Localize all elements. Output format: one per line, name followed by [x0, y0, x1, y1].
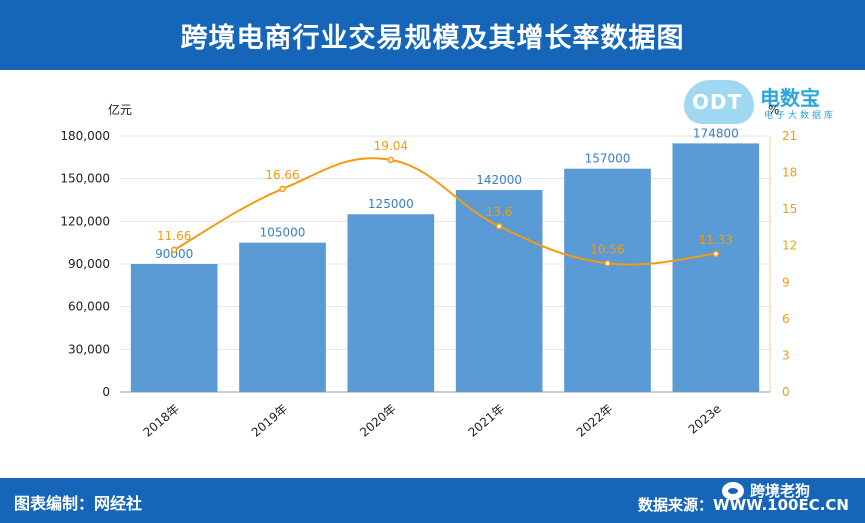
cloud-icon [684, 80, 754, 124]
logo-brand-sub: 电子大数据库 [764, 111, 837, 121]
bar [347, 214, 435, 392]
wechat-icon [722, 481, 744, 500]
bar [564, 168, 651, 392]
y-left-tick-label: 120,000 [60, 214, 110, 228]
chart: 亿元 % 90000 105000 125000 142000 157000 174800… [60, 102, 797, 440]
title-banner: 跨境电商行业交易规模及其增长率数据图 [0, 0, 865, 70]
y-right-tick-label: 12 [782, 239, 797, 253]
x-tick-label: 2020年 [357, 402, 399, 440]
wechat-badge: 跨境老狗 [722, 480, 810, 501]
bar-data-label: 157000 [585, 152, 631, 166]
x-tick-label: 2018年 [141, 402, 183, 440]
x-tick-label: 2023e [686, 402, 724, 437]
line-data-label: 16.66 [265, 168, 299, 182]
x-tick-label: 2021年 [466, 402, 508, 440]
line-point [279, 185, 286, 193]
bar [239, 242, 326, 392]
wechat-name: 跨境老狗 [750, 482, 811, 500]
bar-data-label: 105000 [260, 226, 306, 240]
logo-brand: 电数宝 [760, 86, 820, 110]
y-axis-right-label: % [768, 103, 779, 117]
logo-cloud-text: ODT [692, 90, 743, 114]
y-left-tick-label: 0 [102, 385, 110, 399]
y-right-tick-label: 15 [782, 202, 797, 216]
line-point [387, 156, 395, 164]
line-data-label: 10.56 [590, 242, 624, 256]
line-point [495, 222, 503, 230]
line-data-label: 13.6 [486, 205, 513, 219]
y-right-tick-label: 18 [782, 166, 797, 180]
y-right-tick-label: 21 [782, 129, 797, 143]
growth-rate-line [173, 157, 716, 266]
y-right-tick-label: 9 [782, 275, 790, 289]
line-data-label: 11.66 [157, 229, 191, 243]
y-left-tick-label: 60,000 [68, 300, 110, 314]
footer-editor: 图表编制：网经社 [14, 494, 143, 513]
footer-source: 数据来源：WWW.100EC.CN [638, 496, 849, 514]
bar [130, 264, 218, 392]
footer-bar: 图表编制：网经社 跨境老狗 数据来源：WWW.100EC.CN [0, 478, 865, 523]
bar-data-label: 142000 [476, 173, 522, 187]
bar [672, 143, 760, 392]
bar-data-label: 174800 [693, 126, 739, 140]
y-axis-left-label: 亿元 [108, 102, 132, 117]
y-left-tick-label: 90,000 [68, 257, 110, 271]
x-tick-label: 2019年 [249, 402, 291, 440]
line-data-label: 19.04 [374, 139, 408, 153]
line-point [170, 246, 178, 254]
y-left-tick-label: 30,000 [68, 342, 110, 356]
y-left-tick-label: 180,000 [60, 129, 110, 143]
logo: ODT 电数宝 电子大数据库 [684, 76, 864, 136]
y-right-tick-label: 6 [782, 312, 790, 326]
bar-data-label: 125000 [368, 197, 414, 211]
x-tick-label: 2022年 [574, 402, 616, 440]
line-point [712, 250, 720, 258]
y-right-tick-label: 0 [782, 385, 790, 399]
bar [455, 190, 543, 392]
bar-data-label: 90000 [155, 247, 193, 261]
page-title: 跨境电商行业交易规模及其增长率数据图 [180, 22, 685, 54]
y-right-tick-label: 3 [782, 348, 790, 362]
line-point [604, 260, 611, 267]
y-left-tick-label: 150,000 [60, 172, 110, 186]
line-data-label: 11.33 [699, 233, 733, 247]
